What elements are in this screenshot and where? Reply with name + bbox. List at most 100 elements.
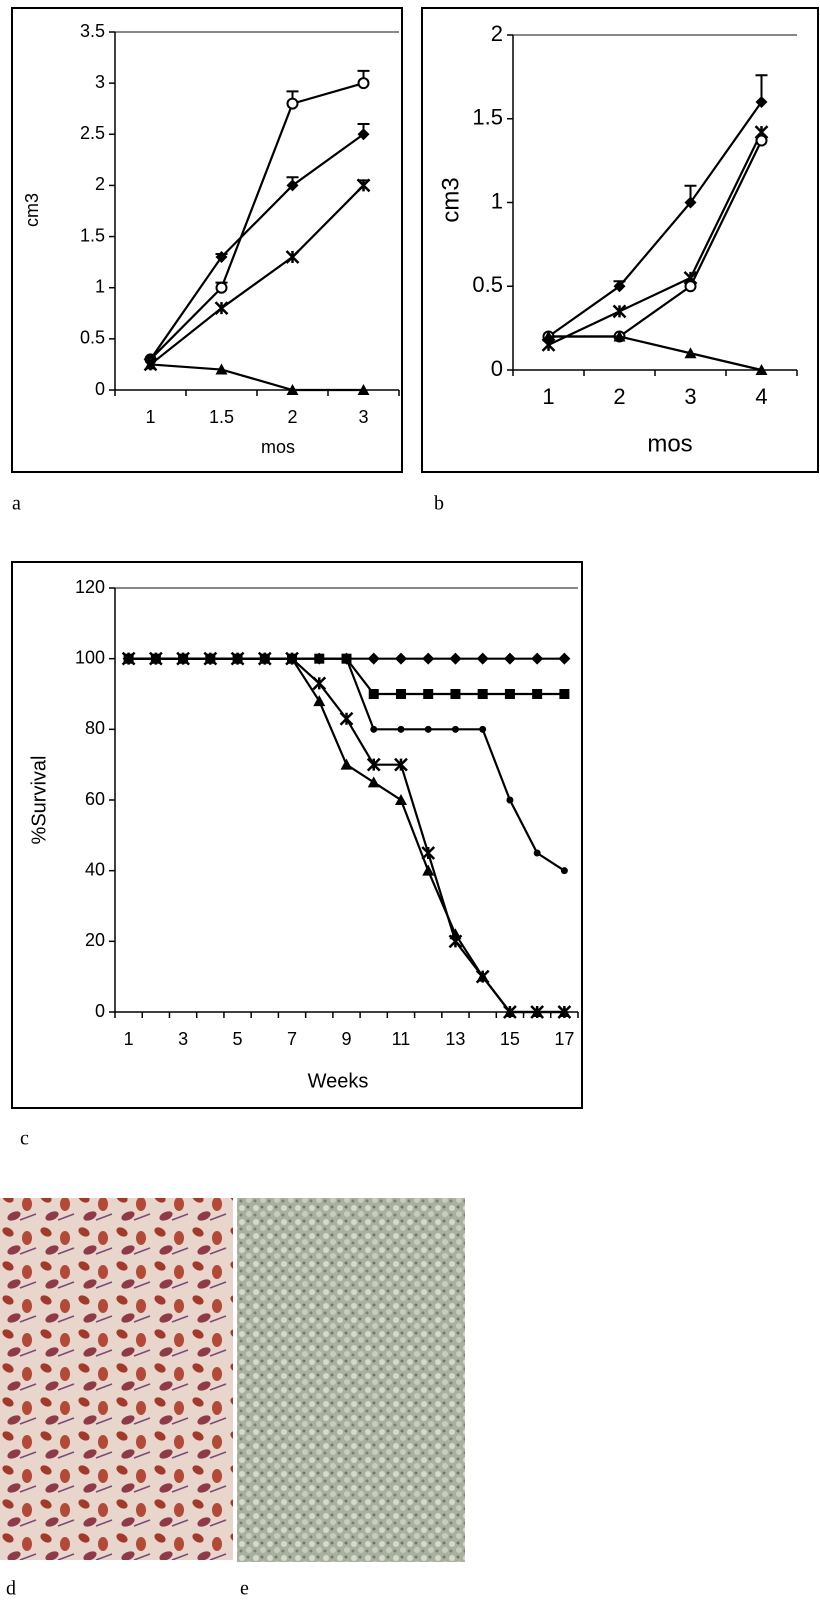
x-tick-label: 2	[287, 407, 297, 427]
marker	[684, 347, 697, 359]
series-line	[149, 82, 364, 361]
x-tick-label: 1	[145, 407, 155, 427]
marker	[755, 134, 768, 147]
series-line	[128, 657, 565, 1014]
marker	[215, 281, 228, 294]
x-tick-label: 1	[542, 384, 554, 409]
x-tick-label: 3	[358, 407, 368, 427]
marker	[313, 695, 326, 707]
marker	[315, 655, 323, 663]
marker	[286, 384, 299, 395]
series-line	[150, 363, 364, 392]
panel-label: a	[12, 493, 21, 515]
marker	[343, 655, 350, 663]
y-tick-label: 120	[75, 577, 105, 597]
y-tick-label: 100	[75, 647, 105, 667]
series-line	[548, 335, 762, 372]
x-tick-label: 13	[445, 1029, 465, 1049]
marker	[558, 1006, 571, 1017]
marker	[612, 304, 627, 319]
marker	[559, 689, 570, 699]
marker	[506, 796, 514, 804]
x-axis-title: mos	[647, 430, 692, 457]
x-tick-label: 9	[341, 1029, 351, 1049]
marker	[422, 864, 435, 876]
panel-frame	[11, 7, 403, 473]
y-tick-label: 1	[95, 276, 105, 296]
marker	[421, 846, 436, 860]
marker	[258, 652, 271, 664]
marker	[370, 725, 378, 733]
y-tick-label: 0.5	[80, 328, 105, 348]
y-tick-label: 0	[95, 379, 105, 399]
marker	[558, 652, 571, 665]
x-tick-label: 3	[178, 1029, 188, 1049]
marker	[149, 652, 162, 664]
series-line	[548, 131, 763, 346]
marker	[394, 652, 407, 665]
series-line	[128, 657, 565, 1014]
marker	[476, 970, 489, 982]
marker	[366, 757, 381, 772]
y-tick-label: 80	[85, 718, 105, 738]
marker	[122, 652, 135, 664]
x-tick-label: 1	[124, 1029, 134, 1049]
y-tick-label: 40	[85, 859, 105, 879]
marker	[340, 758, 353, 770]
y-tick-label: 2	[491, 21, 503, 46]
marker	[215, 363, 228, 375]
marker	[533, 849, 541, 857]
marker	[531, 1006, 544, 1017]
marker	[395, 689, 406, 699]
panel-frame	[11, 561, 583, 1109]
marker	[422, 652, 435, 665]
marker	[397, 725, 405, 733]
marker	[684, 280, 697, 293]
x-axis-title: Weeks	[308, 1070, 369, 1092]
panel-label: d	[6, 1578, 16, 1600]
panel-label: c	[20, 1128, 29, 1150]
x-axis-title: mos	[261, 437, 295, 457]
y-tick-label: 60	[85, 789, 105, 809]
x-tick-label: 11	[392, 1029, 411, 1049]
y-tick-label: 2	[95, 174, 105, 194]
marker	[285, 250, 300, 264]
y-tick-label: 0	[491, 356, 503, 381]
micrograph-d	[0, 1198, 233, 1560]
marker	[214, 301, 229, 316]
marker	[367, 652, 380, 665]
y-tick-label: 1.5	[80, 225, 105, 245]
marker	[503, 1006, 516, 1017]
y-tick-label: 0	[95, 1001, 105, 1021]
marker	[339, 711, 354, 726]
marker	[684, 196, 697, 209]
marker	[215, 251, 228, 264]
marker	[144, 358, 157, 370]
micrograph-e	[237, 1198, 465, 1562]
marker	[286, 652, 299, 664]
x-tick-label: 15	[500, 1029, 520, 1049]
marker	[479, 725, 487, 733]
marker	[423, 689, 434, 699]
y-tick-label: 1.5	[472, 105, 503, 130]
series-line	[149, 184, 365, 366]
x-tick-label: 17	[554, 1029, 574, 1049]
x-tick-label: 2	[613, 384, 625, 409]
marker	[204, 652, 217, 664]
marker	[231, 652, 244, 664]
y-tick-label: 20	[85, 930, 105, 950]
marker	[531, 652, 544, 665]
y-tick-label: 0.5	[472, 272, 503, 297]
panel-label: e	[240, 1578, 249, 1600]
marker	[532, 689, 543, 699]
y-axis-title: cm3	[22, 193, 42, 227]
y-tick-label: 3.5	[80, 21, 105, 41]
marker	[755, 96, 768, 108]
marker	[312, 676, 327, 691]
y-axis-title: %Survival	[28, 756, 50, 845]
marker	[177, 652, 190, 664]
marker	[755, 364, 768, 375]
y-axis-title: cm3	[437, 177, 464, 222]
